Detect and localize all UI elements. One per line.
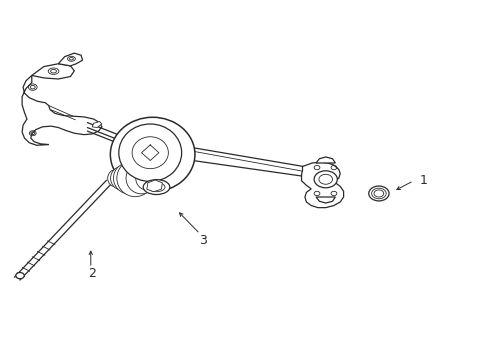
Ellipse shape	[16, 273, 24, 279]
Polygon shape	[315, 197, 335, 203]
Ellipse shape	[143, 180, 169, 194]
Ellipse shape	[107, 169, 125, 187]
Text: 1: 1	[419, 174, 427, 186]
Polygon shape	[32, 64, 74, 79]
Polygon shape	[22, 76, 102, 145]
Ellipse shape	[113, 163, 144, 194]
Ellipse shape	[110, 117, 195, 192]
Text: 3: 3	[199, 234, 207, 247]
Ellipse shape	[119, 124, 181, 181]
Ellipse shape	[126, 163, 157, 194]
Ellipse shape	[368, 186, 388, 201]
Text: 2: 2	[88, 267, 96, 280]
Ellipse shape	[110, 166, 135, 190]
Polygon shape	[92, 122, 102, 127]
Polygon shape	[301, 162, 343, 208]
Ellipse shape	[136, 166, 160, 190]
Polygon shape	[146, 180, 162, 192]
Polygon shape	[58, 53, 82, 66]
Ellipse shape	[313, 171, 337, 188]
Ellipse shape	[117, 160, 153, 197]
Polygon shape	[315, 157, 335, 163]
